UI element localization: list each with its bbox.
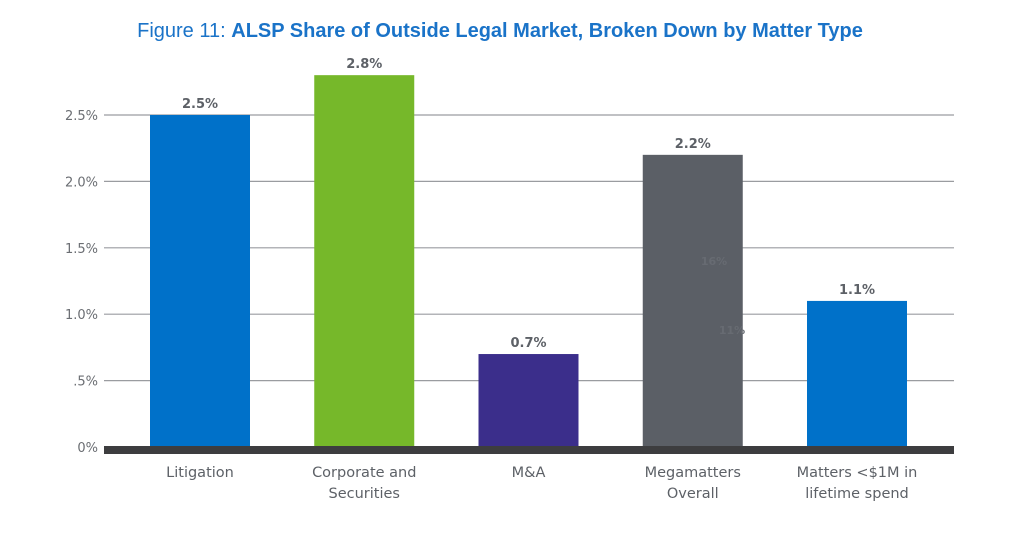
data-label: 2.2% xyxy=(675,137,711,152)
bar xyxy=(150,115,250,447)
data-label: 1.1% xyxy=(839,283,875,298)
annotation-label: 16% xyxy=(701,255,727,268)
y-tick-label: 1.0% xyxy=(65,308,98,323)
annotation-label: 11% xyxy=(719,324,745,337)
title-text: ALSP Share of Outside Legal Market, Brok… xyxy=(231,20,863,42)
x-tick-label: Overall xyxy=(667,486,719,502)
x-tick-label: Matters <$1M in xyxy=(797,465,918,481)
y-tick-label: 2.5% xyxy=(65,109,98,124)
bars xyxy=(150,75,907,447)
x-axis-labels: Litigation Corporate and Securities M&A Mega… xyxy=(166,465,917,502)
y-tick-label: 2.0% xyxy=(65,175,98,190)
chart-title: Figure 11: ALSP Share of Outside Legal M… xyxy=(0,20,1000,43)
bar xyxy=(642,154,743,447)
bar xyxy=(807,300,907,447)
figure-number: Figure 11: xyxy=(137,20,226,42)
bar xyxy=(478,354,579,447)
x-tick-label: M&A xyxy=(512,465,546,481)
data-label: 2.8% xyxy=(346,57,382,72)
y-tick-label: 1.5% xyxy=(65,242,98,257)
data-labels: 2.5% 2.8% 0.7% 2.2% 1.1% xyxy=(182,57,875,351)
data-label: 0.7% xyxy=(510,336,546,351)
y-axis-ticks: 0% .5% 1.0% 1.5% 2.0% 2.5% xyxy=(65,109,98,456)
data-label: 2.5% xyxy=(182,97,218,112)
annotations: 16% 11% xyxy=(701,255,745,337)
bar xyxy=(314,75,415,447)
y-tick-label: .5% xyxy=(73,375,98,390)
x-tick-label: Corporate and xyxy=(312,465,416,481)
x-axis-baseline xyxy=(104,446,954,454)
x-tick-label: Litigation xyxy=(166,465,234,481)
x-tick-label: Megamatters xyxy=(645,465,741,481)
y-tick-label: 0% xyxy=(77,441,98,456)
x-tick-label: lifetime spend xyxy=(805,486,909,502)
x-tick-label: Securities xyxy=(329,486,400,502)
